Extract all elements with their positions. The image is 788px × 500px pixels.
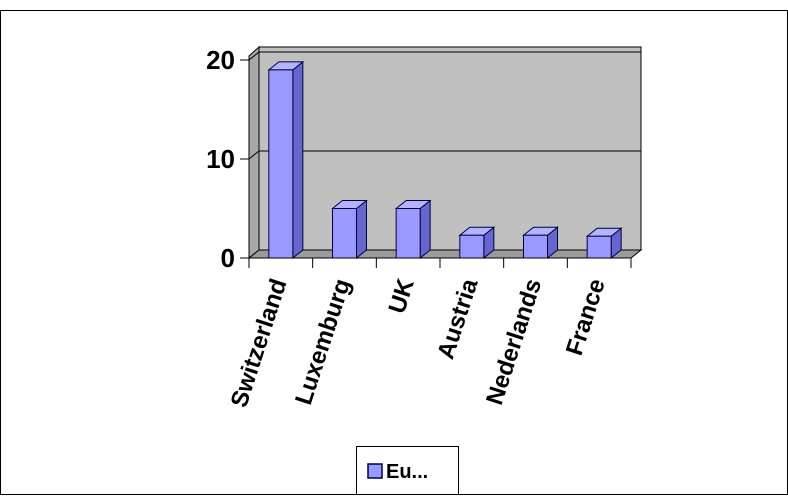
bar <box>585 227 623 260</box>
bar-front <box>586 235 612 259</box>
legend-swatch <box>367 463 383 479</box>
bar-front <box>395 208 421 259</box>
bar <box>458 226 496 260</box>
bar-front <box>268 69 294 259</box>
bar <box>331 199 368 260</box>
y-axis: 0 10 20 <box>206 45 250 273</box>
bar <box>267 60 305 260</box>
bar-side <box>419 199 431 260</box>
legend: Eu... <box>356 446 459 495</box>
y-tick-label: 10 <box>206 144 235 174</box>
bar-front <box>523 234 548 259</box>
bar-side <box>292 60 304 260</box>
bar-side <box>356 199 367 260</box>
bar <box>394 199 432 260</box>
y-tick-label: 20 <box>206 45 235 75</box>
bar-front <box>459 234 485 259</box>
legend-label: Eu... <box>386 461 428 483</box>
gridline <box>248 150 641 160</box>
y-tick-label: 0 <box>221 243 235 273</box>
gridline <box>248 51 641 61</box>
plot-floor <box>247 249 643 259</box>
bar <box>522 226 559 260</box>
plot-back-wall <box>258 46 642 251</box>
gridlines <box>248 51 641 160</box>
bar-front <box>332 208 357 259</box>
bars <box>267 60 623 260</box>
